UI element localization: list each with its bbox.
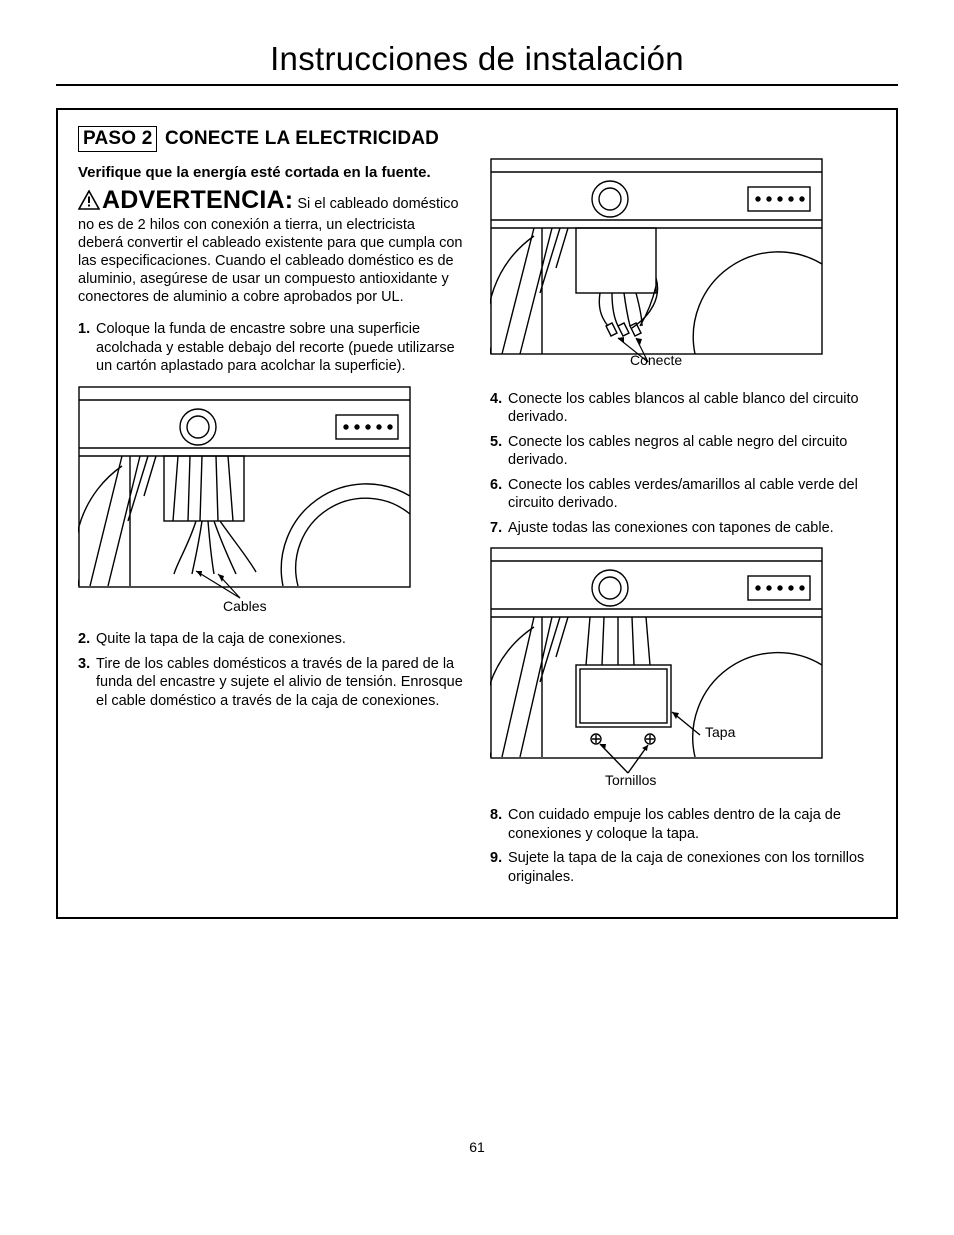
list-item: 4.Conecte los cables blancos al cable bl… <box>490 390 876 427</box>
list-item: 6.Conecte los cables verdes/amarillos al… <box>490 476 876 513</box>
left-steps-23: 2.Quite la tapa de la caja de conexiones… <box>78 630 464 710</box>
warning-block: ADVERTENCIA: Si el cableado doméstico no… <box>78 185 464 307</box>
list-item: 1.Coloque la funda de encastre sobre una… <box>78 320 464 376</box>
step-title: CONECTE LA ELECTRICIDAD <box>165 128 439 149</box>
fig2-label: Conecte <box>630 352 682 368</box>
page-number: 61 <box>56 1139 898 1155</box>
list-item: 7.Ajuste todas las conexiones con tapone… <box>490 519 876 538</box>
warning-icon <box>78 190 100 215</box>
columns: Verifique que la energía esté cortada en… <box>78 158 876 893</box>
list-item: 8.Con cuidado empuje los cables dentro d… <box>490 806 876 843</box>
title-rule <box>56 84 898 86</box>
right-steps-4-7: 4.Conecte los cables blancos al cable bl… <box>490 390 876 538</box>
step-box: PASO 2 <box>78 126 157 152</box>
list-item: 9.Sujete la tapa de la caja de conexione… <box>490 849 876 886</box>
list-item: 3.Tire de los cables domésticos a través… <box>78 655 464 711</box>
list-item: 5.Conecte los cables negros al cable neg… <box>490 433 876 470</box>
list-item: 2.Quite la tapa de la caja de conexiones… <box>78 630 464 649</box>
content-frame: PASO 2 CONECTE LA ELECTRICIDAD Verifique… <box>56 108 898 919</box>
figure-conecte: Conecte <box>490 158 876 376</box>
fig3-torn-label: Tornillos <box>605 772 656 788</box>
figure-tapa: Tapa Tornillos <box>490 547 876 792</box>
fig3-tapa-label: Tapa <box>705 724 736 740</box>
doc-title: Instrucciones de instalación <box>56 40 898 78</box>
verify-line: Verifique que la energía esté cortada en… <box>78 164 464 181</box>
page: Instrucciones de instalación PASO 2 CONE… <box>0 0 954 1235</box>
right-column: Conecte 4.Conecte los cables blancos al … <box>490 158 876 893</box>
figure-cables: Cables <box>78 386 464 616</box>
step-heading: PASO 2 CONECTE LA ELECTRICIDAD <box>78 126 876 152</box>
fig1-label: Cables <box>223 598 267 614</box>
right-steps-8-9: 8.Con cuidado empuje los cables dentro d… <box>490 806 876 886</box>
left-column: Verifique que la energía esté cortada en… <box>78 158 464 893</box>
warning-word: ADVERTENCIA: <box>102 186 293 214</box>
left-steps-1: 1.Coloque la funda de encastre sobre una… <box>78 320 464 376</box>
